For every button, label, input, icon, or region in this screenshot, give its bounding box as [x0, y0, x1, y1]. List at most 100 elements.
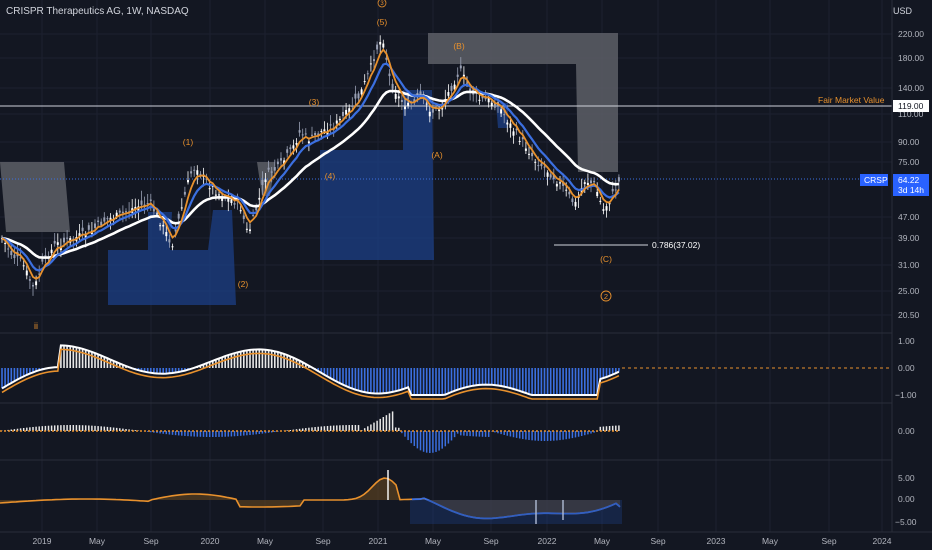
candle-body	[32, 284, 34, 287]
candle-body	[596, 191, 599, 197]
candle-body	[208, 188, 211, 190]
candle-body	[605, 206, 608, 211]
candle-body	[614, 189, 617, 191]
osc1-orange-line	[1, 348, 620, 400]
osc3-tick-5: 5.00	[898, 473, 915, 483]
candle-body	[146, 203, 149, 205]
chart-title: CRISPR Therapeutics AG, 1W, NASDAQ	[6, 6, 189, 17]
candle-body	[211, 186, 214, 188]
candle-body	[273, 167, 276, 171]
candle-body	[115, 212, 118, 217]
candle-body	[534, 161, 537, 163]
candle-body	[568, 191, 571, 195]
candle-body	[428, 111, 431, 117]
candle-body	[400, 99, 403, 103]
time-label: 2024	[873, 536, 892, 546]
time-label: Sep	[650, 536, 665, 546]
candle-body	[180, 207, 183, 209]
candle-body	[13, 254, 16, 259]
navy-box-2	[320, 90, 434, 260]
label-w3: (3)	[309, 97, 320, 107]
candle-body	[524, 148, 527, 151]
candle-body	[174, 228, 177, 232]
candle-body	[298, 130, 301, 133]
wave-boxes	[0, 33, 618, 305]
candle-body	[41, 258, 44, 262]
candle-body	[342, 111, 344, 117]
label-wC: (C)	[600, 254, 612, 264]
candle-body	[413, 99, 416, 102]
candle-body	[125, 211, 127, 213]
candle-body	[193, 169, 196, 171]
price-candles	[1, 35, 620, 296]
candle-body	[35, 281, 38, 286]
candle-body	[478, 99, 481, 101]
candle-body	[562, 181, 565, 186]
candle-body	[227, 197, 230, 202]
label-circle-2: 2	[604, 292, 608, 301]
candle-body	[199, 173, 202, 175]
candle-body	[515, 128, 518, 131]
candle-body	[218, 194, 220, 196]
candle-body	[196, 170, 199, 175]
candle-body	[559, 182, 561, 184]
candle-body	[230, 199, 233, 203]
candle-body	[453, 84, 456, 90]
candle-body	[419, 91, 422, 96]
candle-body	[521, 137, 524, 140]
candle-body	[121, 211, 124, 213]
circle-2-marker	[600, 290, 612, 302]
candle-body	[531, 153, 534, 157]
candle-body	[329, 124, 332, 126]
candle-body	[280, 158, 282, 161]
circle-3-marker	[377, 0, 387, 8]
candle-body	[469, 88, 472, 92]
candle-body	[159, 225, 162, 227]
candle-body	[258, 197, 261, 200]
candle-body	[255, 206, 258, 211]
ticker-countdown: 3d 14h	[898, 185, 924, 195]
candle-body	[326, 132, 329, 136]
time-axis[interactable]: 2019 May Sep 2020 May Sep 2021 May Sep 2022 May Sep…	[33, 536, 892, 546]
navy-box-3	[496, 103, 508, 128]
candle-body	[369, 63, 372, 65]
candle-body	[385, 57, 388, 60]
price-tick-label: 140.00	[898, 83, 924, 93]
candle-body	[100, 221, 103, 226]
candle-body	[379, 41, 382, 45]
candle-body	[270, 171, 273, 173]
candle-body	[608, 203, 611, 205]
candle-body	[487, 97, 490, 103]
time-label: 2020	[201, 536, 220, 546]
candle-body	[97, 220, 100, 223]
candle-body	[4, 243, 7, 245]
candle-body	[354, 93, 357, 99]
candle-body	[320, 130, 323, 132]
gray-box-2	[257, 162, 275, 196]
fair-value-label: Fair Market Value	[818, 95, 885, 105]
time-label: Sep	[483, 536, 498, 546]
osc3-axis: 5.00 0.00 −5.00	[895, 473, 917, 527]
price-tick-label: 110.00	[898, 109, 924, 119]
candle-body	[233, 203, 236, 205]
ticker-price: 64.22	[898, 175, 920, 185]
time-label: May	[425, 536, 442, 546]
currency-label: USD	[892, 6, 912, 16]
osc1-tick-1: 1.00	[898, 336, 915, 346]
candle-body	[382, 43, 385, 48]
price-axis[interactable]: 220.00 180.00 140.00 110.00 90.00 75.00 47.00 3…	[898, 29, 924, 320]
label-wA: (A)	[431, 150, 443, 160]
candle-body	[276, 161, 279, 165]
candle-body	[459, 65, 462, 69]
candle-body	[565, 189, 568, 191]
candle-body	[214, 194, 217, 196]
candle-body	[555, 183, 558, 187]
candle-body	[168, 239, 171, 243]
candle-body	[53, 240, 56, 244]
candle-body	[552, 174, 555, 180]
fib-label: 0.786(37.02)	[652, 240, 700, 250]
wave-labels: 3 (5) (1) (3) (4) (2) (A) (B) (C) 2 ii	[34, 0, 612, 331]
candle-body	[391, 83, 394, 89]
time-label: May	[257, 536, 274, 546]
